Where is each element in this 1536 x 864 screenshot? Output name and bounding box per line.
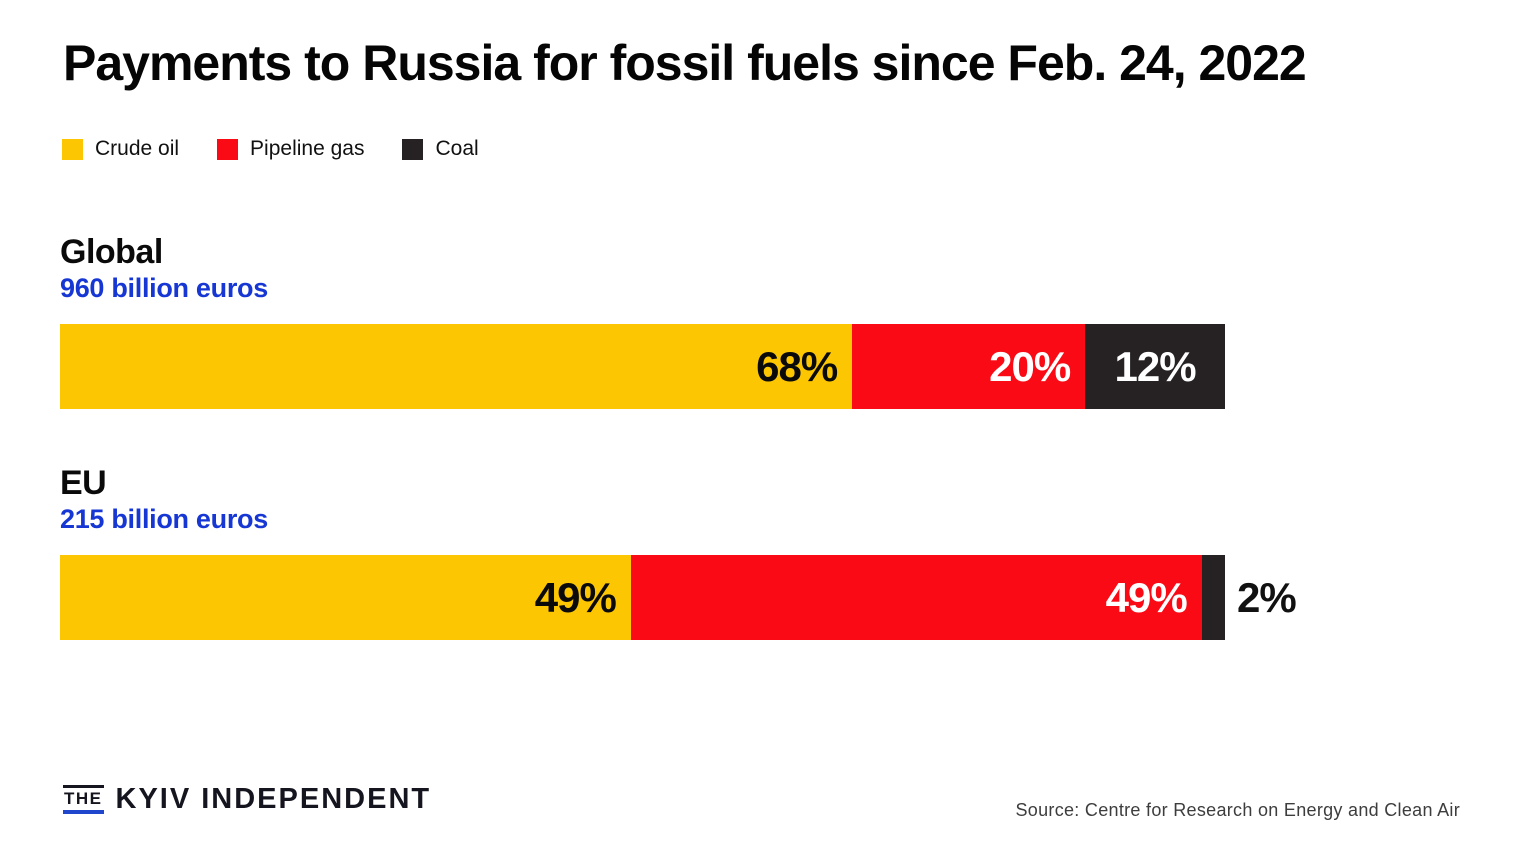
segment-value-label: 12% — [1114, 342, 1197, 390]
logo-the: THE — [63, 785, 104, 814]
bar-segment-crude-oil: 49% — [60, 555, 631, 640]
legend-item-crude-oil: Crude oil — [62, 137, 179, 161]
bar-segment-coal: 2% — [1201, 555, 1297, 640]
legend: Crude oil Pipeline gas Coal — [62, 137, 479, 161]
segment-value-label: 2% — [1236, 573, 1297, 621]
segment-value-label: 49% — [1105, 573, 1188, 621]
bar-segment-coal: 12% — [1085, 324, 1225, 409]
segment-value-label: 68% — [756, 342, 838, 390]
bar-group-total: 215 billion euros — [60, 504, 268, 534]
bar-group-label: Global — [60, 233, 163, 271]
bar-segment-pipeline-gas: 20% — [852, 324, 1086, 409]
legend-label: Pipeline gas — [250, 137, 365, 160]
kyiv-independent-logo: THE KYIV INDEPENDENT — [63, 783, 431, 816]
legend-label: Coal — [435, 137, 479, 160]
bar-segment-crude-oil: 68% — [60, 324, 853, 409]
legend-label: Crude oil — [95, 137, 180, 160]
legend-item-coal: Coal — [402, 137, 479, 161]
segment-value-label: 20% — [989, 342, 1071, 390]
legend-swatch-icon — [217, 138, 239, 160]
segment-value-label: 49% — [534, 573, 617, 621]
source-attribution: Source: Centre for Research on Energy an… — [1015, 800, 1460, 820]
stacked-bar: 49% 49% 2% — [60, 555, 1297, 640]
bar-group-total: 960 billion euros — [60, 273, 268, 303]
legend-swatch-icon — [402, 138, 424, 160]
legend-swatch-icon — [62, 138, 83, 160]
bar-group-label: EU — [60, 464, 107, 502]
bar-segment-pipeline-gas: 49% — [630, 555, 1202, 640]
page-title: Payments to Russia for fossil fuels sinc… — [63, 35, 1307, 91]
stacked-bar: 68% 20% 12% — [60, 324, 1225, 409]
bar-row-global: Global 960 billion euros 68% 20% 12% — [60, 232, 1360, 409]
legend-item-pipeline-gas: Pipeline gas — [217, 137, 364, 161]
logo-name: KYIV INDEPENDENT — [115, 783, 432, 815]
bar-row-eu: EU 215 billion euros 49% 49% 2% — [60, 463, 1360, 640]
